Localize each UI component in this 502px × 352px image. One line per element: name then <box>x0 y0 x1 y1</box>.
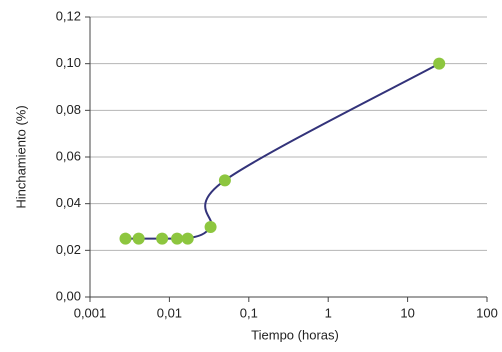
y-tick-label: 0,04 <box>56 195 81 210</box>
data-point <box>181 232 194 245</box>
y-tick-label: 0,08 <box>56 102 81 117</box>
y-tick-label: 0,00 <box>56 288 81 303</box>
data-point <box>156 232 169 245</box>
y-tick-label: 0,02 <box>56 242 81 257</box>
x-tick-label: 0,001 <box>74 305 107 320</box>
data-point <box>204 221 217 233</box>
y-tick-label: 0,10 <box>56 55 81 70</box>
x-tick-label: 1 <box>325 305 332 320</box>
x-tick-label: 100 <box>476 305 498 320</box>
y-tick-label: 0,12 <box>56 8 81 23</box>
x-tick-label: 0,1 <box>240 305 258 320</box>
x-tick-label: 0,01 <box>157 305 182 320</box>
data-point <box>171 232 184 245</box>
data-point <box>132 232 145 245</box>
data-point <box>433 57 446 70</box>
data-point <box>119 232 132 245</box>
x-axis-label: Tiempo (horas) <box>251 327 339 342</box>
y-tick-label: 0,06 <box>56 148 81 163</box>
x-tick-label: 10 <box>400 305 414 320</box>
trend-line <box>125 62 440 241</box>
y-axis-label: Hinchamiento (%) <box>13 105 28 208</box>
data-point <box>218 174 231 187</box>
